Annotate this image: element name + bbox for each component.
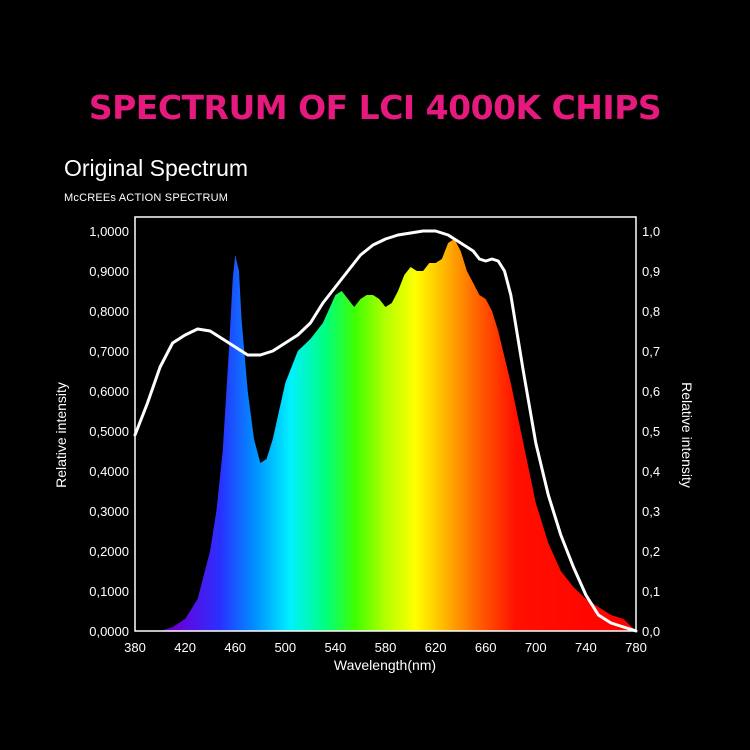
y-tick-label-right: 0,5: [642, 424, 660, 439]
y-tick-label-left: 0,8000: [89, 304, 129, 319]
y-tick-label-right: 0,6: [642, 384, 660, 399]
x-tick-label: 780: [625, 640, 647, 655]
y-tick-label-right: 0,4: [642, 464, 660, 479]
x-tick-label: 660: [475, 640, 497, 655]
y-tick-label-left: 0,9000: [89, 264, 129, 279]
y-tick-label-right: 0,7: [642, 344, 660, 359]
plot-frame: [134, 216, 637, 632]
x-tick-label: 500: [274, 640, 296, 655]
action-spectrum-label: McCREEs ACTION SPECTRUM: [64, 192, 229, 204]
y-tick-label-left: 0,3000: [89, 504, 129, 519]
x-tick-label: 740: [575, 640, 597, 655]
y-tick-label-left: 0,6000: [89, 384, 129, 399]
x-tick-label: 620: [425, 640, 447, 655]
y-tick-label-right: 0,8: [642, 304, 660, 319]
y-tick-label-right: 1,0: [642, 224, 660, 239]
y-tick-label-right: 0,0: [642, 624, 660, 639]
x-axis-label: Wavelength(nm): [334, 657, 436, 673]
x-tick-label: 380: [124, 640, 146, 655]
chart-title: Original Spectrum: [64, 155, 249, 181]
x-tick-label: 540: [325, 640, 347, 655]
x-tick-label: 700: [525, 640, 547, 655]
y-tick-label-left: 0,1000: [89, 584, 129, 599]
y-tick-label-right: 0,9: [642, 264, 660, 279]
y-tick-label-left: 0,4000: [89, 464, 129, 479]
y-tick-label-right: 0,3: [642, 504, 660, 519]
y-axis-label-left: Relative intensity: [53, 382, 69, 488]
y-tick-label-left: 0,2000: [89, 544, 129, 559]
spectrum-area: [160, 239, 637, 631]
x-tick-label: 580: [375, 640, 397, 655]
action-spectrum-line: [133, 229, 638, 633]
headline: SPECTRUM OF LCI 4000K CHIPS: [88, 88, 662, 127]
y-tick-label-left: 0,7000: [89, 344, 129, 359]
y-tick-label-left: 0,5000: [89, 424, 129, 439]
y-tick-label-right: 0,1: [642, 584, 660, 599]
y-axis-label-right: Relative intensity: [679, 382, 695, 488]
y-tick-label-left: 0,0000: [89, 624, 129, 639]
y-tick-label-right: 0,2: [642, 544, 660, 559]
x-tick-label: 420: [174, 640, 196, 655]
y-tick-label-left: 1,0000: [89, 224, 129, 239]
x-tick-label: 460: [224, 640, 246, 655]
